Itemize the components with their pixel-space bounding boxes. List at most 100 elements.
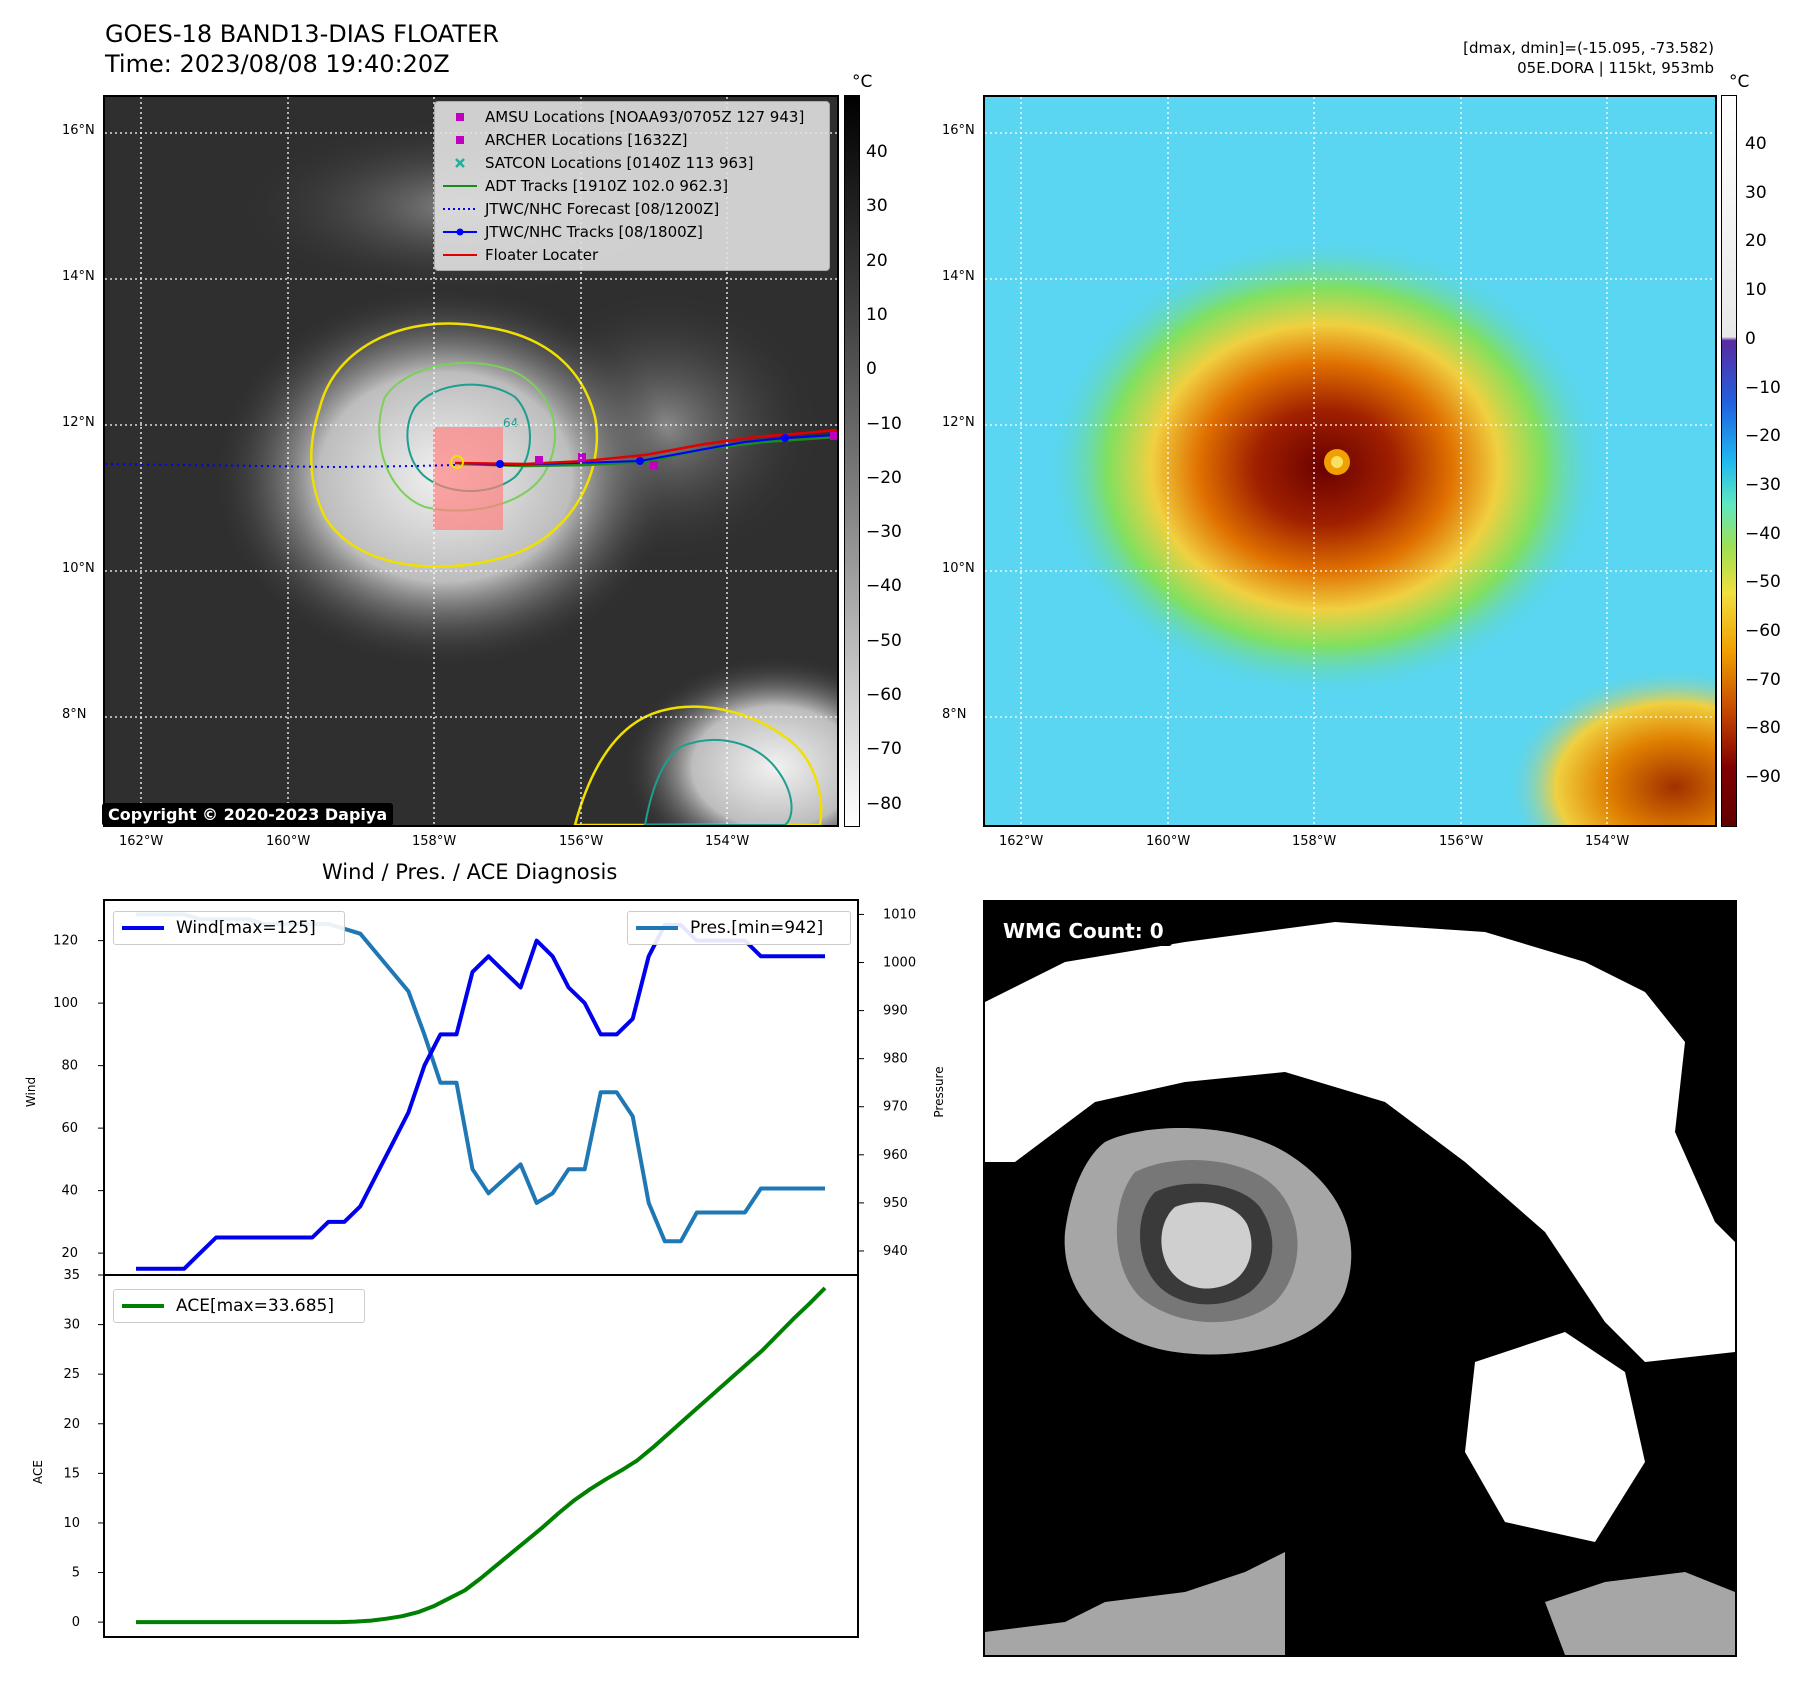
enhanced-ir-image <box>985 97 1715 825</box>
ir-colorbar-tick: −40 <box>866 576 902 597</box>
lon-tick-label: 154°W <box>705 834 750 849</box>
enhanced-colorbar-tick: −20 <box>1745 426 1781 447</box>
ace-ylabel: ACE <box>31 1460 45 1484</box>
ace-tick-label: 0 <box>72 1615 80 1630</box>
floater-box <box>433 427 503 530</box>
enhanced-colorbar-tick: 40 <box>1745 134 1767 154</box>
enhanced-colorbar-tick: −90 <box>1745 767 1781 788</box>
lon-tick-label: 162°W <box>119 834 164 849</box>
enhanced-colorbar <box>1721 95 1737 827</box>
dotted-line-icon <box>443 208 477 210</box>
ir-colorbar-tick: 40 <box>866 142 888 162</box>
enhanced-colorbar-tick: −30 <box>1745 474 1781 495</box>
legend-item: JTWC/NHC Tracks [08/1800Z] <box>435 221 829 243</box>
track-legend: AMSU Locations [NOAA93/0705Z 127 943] AR… <box>434 101 830 271</box>
line-marker-icon <box>443 254 477 256</box>
wind-tick-label: 20 <box>61 1246 78 1261</box>
lat-tick-label: 12°N <box>942 415 975 430</box>
wmg-eye <box>1161 1202 1252 1289</box>
enhanced-colorbar-unit: °C <box>1729 72 1750 92</box>
storm-summary: [dmax, dmin]=(-15.095, -73.582) 05E.DORA… <box>1463 38 1714 78</box>
ace-tick-label: 10 <box>63 1516 80 1531</box>
ir-colorbar-tick: 20 <box>866 250 888 271</box>
archer-marker <box>535 456 543 464</box>
lon-tick-label: 160°W <box>1146 834 1191 849</box>
ir-colorbar-tick: −70 <box>866 739 902 760</box>
ir-colorbar-tick: −30 <box>866 522 902 543</box>
lat-tick-label: 10°N <box>62 561 95 576</box>
contour-label: 64 <box>503 416 518 430</box>
ace-tick-label: 30 <box>63 1318 80 1333</box>
wind-tick-label: 100 <box>53 996 78 1011</box>
ace-tick-label: 20 <box>63 1417 80 1432</box>
square-marker-icon <box>456 113 464 121</box>
ace-legend: ACE[max=33.685] <box>113 1289 365 1323</box>
enhanced-ir-panel <box>983 95 1717 827</box>
figure-time: Time: 2023/08/08 19:40:20Z <box>105 50 450 78</box>
enhanced-colorbar-tick: 0 <box>1745 328 1756 349</box>
ir-colorbar-tick: −10 <box>866 413 902 434</box>
lon-tick-label: 156°W <box>559 834 604 849</box>
lon-tick-label: 162°W <box>999 834 1044 849</box>
ir-colorbar-tick: 0 <box>866 359 877 380</box>
wind-tick-label: 80 <box>61 1059 78 1074</box>
wind-pressure-axes <box>103 899 859 1276</box>
pressure-legend-label: Pres.[min=942] <box>690 918 824 938</box>
forecast-track <box>105 463 456 469</box>
line-marker-icon <box>443 185 477 187</box>
ir-colorbar-tick: −50 <box>866 630 902 651</box>
lon-tick-label: 158°W <box>412 834 457 849</box>
pressure-tick-label: 1000 <box>883 956 916 971</box>
enhanced-colorbar-tick: −70 <box>1745 669 1781 690</box>
lat-tick-label: 8°N <box>62 707 87 722</box>
amsu-marker <box>578 453 586 461</box>
enhanced-colorbar-tick: −10 <box>1745 377 1781 398</box>
storm-info-text: 05E.DORA | 115kt, 953mb <box>1517 59 1714 77</box>
lat-tick-label: 10°N <box>942 561 975 576</box>
lat-tick-label: 12°N <box>62 415 95 430</box>
lat-lon-grid <box>985 97 1715 825</box>
pressure-tick-label: 1010 <box>883 907 916 922</box>
square-marker-icon <box>456 136 464 144</box>
lon-tick-label: 158°W <box>1292 834 1337 849</box>
ir-colorbar <box>844 95 860 827</box>
lat-tick-label: 8°N <box>942 707 967 722</box>
lon-tick-label: 160°W <box>266 834 311 849</box>
legend-item: Floater Locater <box>435 244 829 266</box>
wind-tick-label: 60 <box>61 1121 78 1136</box>
wmg-count-badge: WMG Count: 0 <box>995 916 1172 946</box>
legend-item: JTWC/NHC Forecast [08/1200Z] <box>435 198 829 220</box>
pressure-ylabel: Pressure <box>932 1066 946 1117</box>
ace-axes <box>103 1274 859 1638</box>
lat-tick-label: 14°N <box>62 269 95 284</box>
enhanced-colorbar-tick: −60 <box>1745 621 1781 641</box>
pressure-tick-label: 960 <box>883 1148 908 1163</box>
enhanced-colorbar-tick: −40 <box>1745 523 1781 544</box>
ir-colorbar-tick: 30 <box>866 196 888 217</box>
pressure-tick-label: 990 <box>883 1004 908 1019</box>
ir-colorbar-tick: −80 <box>866 793 902 814</box>
wind-legend-swatch <box>122 926 164 930</box>
enhanced-colorbar-tick: 20 <box>1745 231 1767 252</box>
copyright-badge: Copyright © 2020-2023 Dapiya <box>102 803 394 826</box>
legend-item: AMSU Locations [NOAA93/0705Z 127 943] <box>435 106 829 128</box>
pressure-tick-label: 980 <box>883 1052 908 1067</box>
diagnosis-title: Wind / Pres. / ACE Diagnosis <box>322 860 618 884</box>
ir-colorbar-unit: °C <box>852 72 873 92</box>
enhanced-colorbar-tick: 30 <box>1745 182 1767 203</box>
legend-item: ARCHER Locations [1632Z] <box>435 129 829 151</box>
ace-tick-label: 5 <box>72 1566 80 1581</box>
wind-tick-label: 120 <box>53 934 78 949</box>
pressure-legend-swatch <box>636 926 678 930</box>
pressure-legend: Pres.[min=942] <box>627 911 851 945</box>
pressure-tick-label: 970 <box>883 1100 908 1115</box>
ir-colorbar-tick: −20 <box>866 467 902 488</box>
ace-tick-label: 15 <box>63 1466 80 1481</box>
diagnosis-chart: Wind Pressure ACE 1201008060402010101000… <box>24 899 946 1638</box>
lon-tick-label: 154°W <box>1585 834 1630 849</box>
legend-item: ADT Tracks [1910Z 102.0 962.3] <box>435 175 829 197</box>
legend-item: SATCON Locations [0140Z 113 963] <box>435 152 829 174</box>
wind-ylabel: Wind <box>24 1077 38 1107</box>
wind-tick-label: 40 <box>61 1184 78 1199</box>
ace-legend-swatch <box>122 1304 164 1308</box>
